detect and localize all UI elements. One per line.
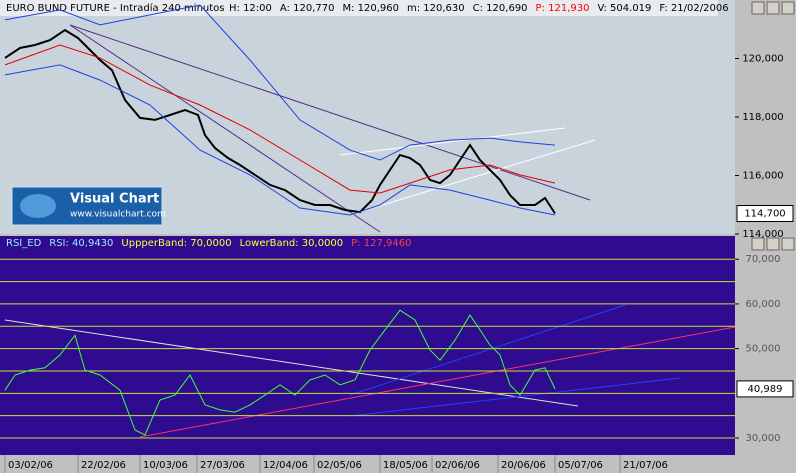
info-text: F: 21/02/2006 bbox=[659, 3, 728, 14]
info-text: H: 12:00 bbox=[229, 3, 272, 14]
info-text: m: 120,630 bbox=[407, 3, 465, 14]
info-text: LowerBand: 30,0000 bbox=[240, 238, 344, 249]
chart-title: EURO BUND FUTURE - Intradía 240 minutos bbox=[6, 2, 225, 14]
trendline bbox=[139, 326, 736, 438]
x-tick-label: 02/06/06 bbox=[435, 460, 480, 471]
last-value-box bbox=[736, 380, 794, 398]
title-bar bbox=[0, 0, 718, 16]
info-text: A: 120,770 bbox=[280, 3, 335, 14]
trendlines bbox=[4, 24, 736, 438]
trendline bbox=[69, 24, 381, 233]
close-button[interactable] bbox=[781, 237, 795, 251]
info-text: C: 120,690 bbox=[473, 3, 528, 14]
info-text: M: 120,960 bbox=[342, 3, 399, 14]
trendline bbox=[4, 319, 579, 407]
series-line bbox=[4, 28, 556, 215]
rsi-panel bbox=[0, 236, 735, 455]
info-text: P: 121,930 bbox=[536, 3, 590, 14]
maximize-button[interactable] bbox=[766, 237, 780, 251]
maximize-button[interactable] bbox=[766, 1, 780, 15]
x-tick-label: 27/03/06 bbox=[200, 460, 245, 471]
window-buttons bbox=[751, 1, 795, 251]
x-tick-label: 12/04/06 bbox=[263, 460, 308, 471]
minimize-button[interactable] bbox=[751, 237, 765, 251]
info-text: V: 504.019 bbox=[597, 3, 651, 14]
trendline bbox=[69, 24, 591, 201]
x-tick-label: 10/03/06 bbox=[143, 460, 188, 471]
last-value-label: 114,700 bbox=[744, 209, 785, 220]
close-button[interactable] bbox=[781, 1, 795, 15]
x-tick-label: 02/05/06 bbox=[317, 460, 362, 471]
info-text: RSI: 40,9430 bbox=[49, 238, 113, 249]
x-axis bbox=[0, 455, 735, 473]
y-tick-label: 114,000 bbox=[742, 229, 783, 240]
x-tick-label: 03/02/06 bbox=[8, 460, 53, 471]
minimize-button[interactable] bbox=[751, 1, 765, 15]
last-value-label: 40,989 bbox=[748, 384, 783, 395]
last-value-box bbox=[736, 205, 794, 223]
y-tick-label: 50,000 bbox=[746, 344, 781, 355]
series-line bbox=[4, 4, 556, 161]
info-text: RSI_ED bbox=[6, 238, 42, 249]
trendline bbox=[349, 139, 596, 216]
logo: Visual Chart www.visualchart.com bbox=[11, 186, 166, 226]
y-tick-label: 70,000 bbox=[746, 254, 781, 265]
y-tick-label: 116,000 bbox=[742, 171, 783, 182]
x-tick-label: 21/07/06 bbox=[623, 460, 668, 471]
y-tick-label: 120,000 bbox=[742, 54, 783, 65]
x-tick-label: 18/05/06 bbox=[383, 460, 428, 471]
series-line bbox=[4, 64, 556, 216]
x-tick-label: 22/02/06 bbox=[81, 460, 126, 471]
logo-url: www.visualchart.com bbox=[70, 210, 166, 220]
logo-name: Visual Chart bbox=[70, 192, 159, 207]
y-tick-label: 30,000 bbox=[746, 433, 781, 444]
trendline bbox=[349, 377, 681, 417]
trendline bbox=[339, 127, 566, 156]
x-tick-label: 05/07/06 bbox=[558, 460, 603, 471]
x-tick-label: 20/06/06 bbox=[501, 460, 546, 471]
y-tick-label: 60,000 bbox=[746, 299, 781, 310]
y-tick-label: 118,000 bbox=[742, 112, 783, 123]
series-line bbox=[4, 309, 556, 436]
logo-icon bbox=[20, 194, 56, 218]
series-line bbox=[4, 44, 556, 194]
trendline bbox=[349, 304, 626, 396]
info-text: UppperBand: 70,0000 bbox=[121, 238, 231, 249]
info-text: P: 127,9460 bbox=[351, 238, 411, 249]
